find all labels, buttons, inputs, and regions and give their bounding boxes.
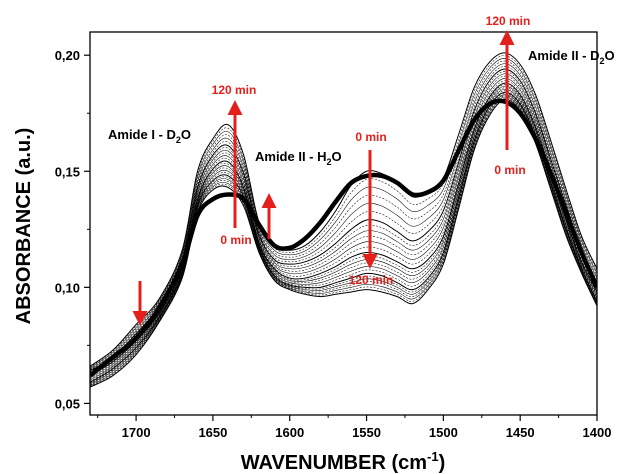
series-line-interpolated bbox=[90, 66, 597, 371]
y-tick-label: 0,05 bbox=[55, 396, 80, 411]
series-line-interpolated bbox=[90, 55, 597, 368]
series-layer bbox=[90, 52, 597, 388]
series-line-2 bbox=[90, 68, 597, 372]
label-amide2-d2o: Amide II - D2O bbox=[528, 48, 615, 66]
label-0min-right: 0 min bbox=[494, 163, 525, 177]
x-tick-label: 1650 bbox=[198, 425, 227, 440]
plot-frame bbox=[89, 31, 598, 416]
series-line-interpolated bbox=[90, 71, 597, 372]
y-tick-label: 0,15 bbox=[55, 164, 80, 179]
axes-layer: 1700 1650 1600 1550 1500 1450 1400 0,05 0,10 0,15… bbox=[55, 48, 612, 440]
label-120min-right: 120 min bbox=[486, 14, 531, 28]
x-tick-label: 1450 bbox=[506, 425, 535, 440]
series-line-interpolated bbox=[90, 94, 597, 385]
x-tick-label: 1700 bbox=[122, 425, 151, 440]
y-tick-label: 0,10 bbox=[55, 280, 80, 295]
series-line-interpolated bbox=[90, 60, 597, 369]
series-line-interpolated bbox=[90, 88, 597, 381]
series-line-interpolated bbox=[90, 85, 597, 379]
x-axis-title: WAVENUMBER (cm-1) bbox=[241, 449, 446, 474]
series-line-5 bbox=[90, 98, 597, 388]
x-tick-label: 1600 bbox=[275, 425, 304, 440]
arrows-layer bbox=[132, 30, 515, 326]
label-amide2-h2o: Amide II - H2O bbox=[255, 149, 342, 167]
series-line-interpolated bbox=[90, 78, 597, 375]
labels-layer: WAVENUMBER (cm-1) ABSORBANCE (a.u.) Amid… bbox=[13, 14, 615, 474]
series-line-3 bbox=[90, 82, 597, 376]
series-line-interpolated bbox=[90, 80, 597, 376]
label-amide1-d2o: Amide I - D2O bbox=[108, 127, 191, 145]
label-0min-left: 0 min bbox=[220, 233, 251, 247]
x-tick-label: 1550 bbox=[352, 425, 381, 440]
series-line-interpolated bbox=[90, 73, 597, 373]
label-120min-left: 120 min bbox=[212, 83, 257, 97]
label-0min-mid: 0 min bbox=[355, 130, 386, 144]
series-line-interpolated bbox=[90, 75, 597, 374]
x-tick-label: 1500 bbox=[429, 425, 458, 440]
series-line-1 bbox=[90, 52, 597, 367]
x-tick-label: 1400 bbox=[583, 425, 612, 440]
series-line-thick bbox=[90, 98, 597, 378]
series-line-interpolated bbox=[90, 95, 597, 386]
y-axis-title: ABSORBANCE (a.u.) bbox=[13, 128, 35, 325]
series-line-interpolated bbox=[90, 58, 597, 369]
series-line-interpolated bbox=[90, 63, 597, 370]
series-line-interpolated bbox=[90, 87, 597, 380]
series-line-4 bbox=[90, 91, 597, 383]
y-tick-label: 0,20 bbox=[55, 48, 80, 63]
label-120min-mid: 120 min bbox=[349, 273, 394, 287]
